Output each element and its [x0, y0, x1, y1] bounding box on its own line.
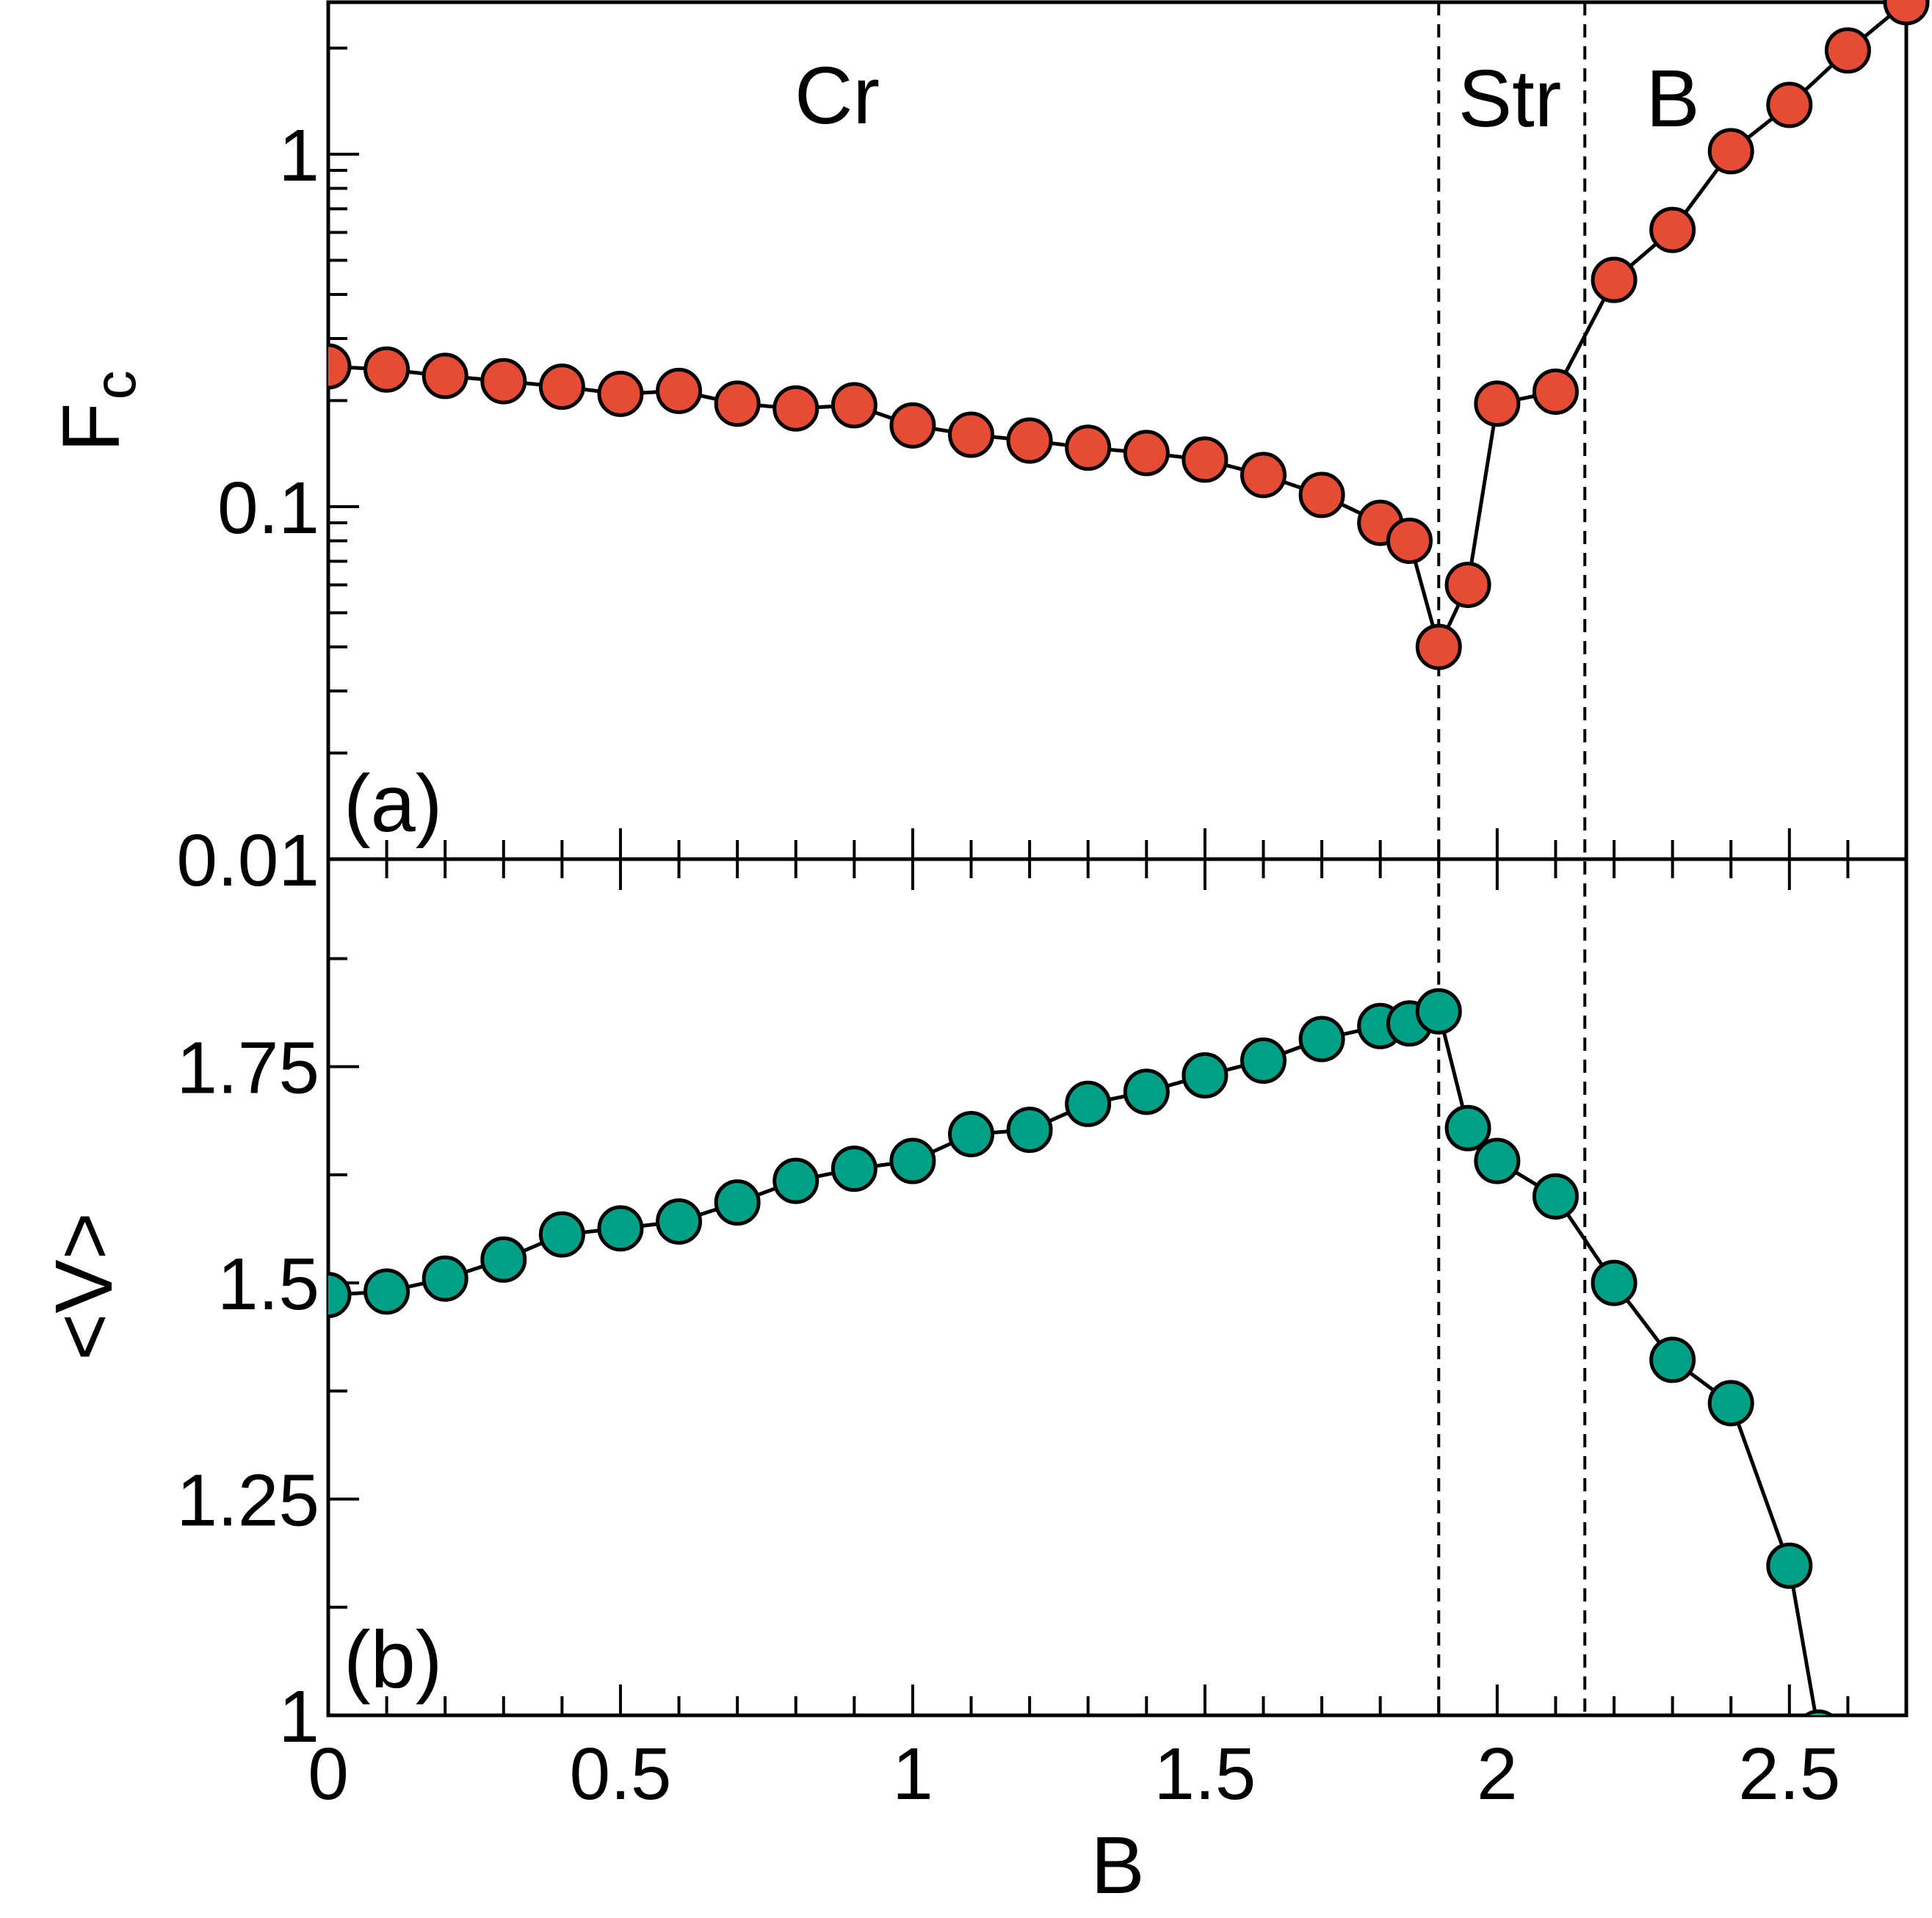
fc-point	[1065, 424, 1112, 471]
y-tick-label-b: 1.5	[217, 1243, 319, 1325]
y-tick-label-a: 1	[278, 115, 319, 197]
fc-point	[422, 352, 468, 399]
panel-label-a: (a)	[344, 759, 442, 849]
fc-point	[714, 380, 761, 427]
v-point	[1766, 1542, 1813, 1589]
v-point	[538, 1211, 585, 1258]
fc-point	[1649, 206, 1696, 253]
fc-point	[1240, 452, 1287, 499]
v-point	[656, 1198, 703, 1245]
v-point	[714, 1179, 761, 1226]
fc-point	[328, 343, 352, 390]
fc-point	[1006, 417, 1053, 464]
x-tick-label: 2.5	[1738, 1733, 1840, 1815]
fc-point	[889, 402, 936, 449]
fc-point	[1532, 368, 1579, 415]
x-tick-label: 1.5	[1154, 1733, 1256, 1815]
y-tick-label-b: 1.25	[176, 1460, 319, 1542]
v-point	[1123, 1068, 1170, 1115]
fc-point	[538, 363, 585, 410]
v-point	[1591, 1259, 1638, 1306]
fc-point	[1766, 82, 1813, 129]
x-tick-label: 0	[308, 1733, 349, 1815]
region-label-b: B	[1646, 54, 1699, 144]
fc-plot	[328, 0, 1930, 670]
series-fc	[328, 0, 1930, 670]
v-point	[1240, 1037, 1287, 1084]
y-tick-label-b: 1	[278, 1676, 319, 1758]
v-point	[1803, 1709, 1834, 1715]
v-point	[1707, 1380, 1754, 1427]
v-point	[597, 1205, 644, 1252]
fc-point	[1415, 623, 1462, 670]
v-point	[1474, 1137, 1521, 1184]
x-tick-label: 0.5	[569, 1733, 671, 1815]
panel-b-frame	[326, 857, 1909, 1718]
panel-label-b: (b)	[344, 1615, 442, 1705]
fc-point	[1591, 256, 1638, 303]
v-point	[773, 1157, 820, 1204]
fc-point	[656, 367, 703, 414]
fc-point	[480, 358, 527, 405]
x-tick-label: 2	[1477, 1733, 1518, 1815]
region-label-str: Str	[1458, 54, 1562, 144]
y-axis-title-a-sub: c	[82, 370, 148, 399]
v-point	[1298, 1016, 1345, 1063]
v-point	[1444, 1104, 1491, 1151]
y-tick-label-a: 0.01	[176, 819, 319, 902]
fc-point	[1444, 562, 1491, 609]
fc-point	[1298, 471, 1345, 518]
y-tick-label-a: 0.1	[217, 467, 319, 549]
v-point	[1065, 1080, 1112, 1127]
fc-point	[948, 411, 995, 458]
y-axis-title-a: Fc	[46, 370, 148, 452]
fc-point	[1182, 436, 1229, 483]
v-point	[422, 1255, 468, 1302]
fc-point	[1883, 0, 1930, 26]
fc-point	[1824, 27, 1871, 74]
v-point	[948, 1111, 995, 1158]
y-axis-title-a-main: F	[46, 402, 137, 452]
fc-point	[1474, 380, 1521, 427]
v-point	[1182, 1052, 1229, 1099]
fc-point	[773, 385, 820, 432]
v-plot	[328, 988, 1834, 1715]
fc-point	[831, 382, 878, 429]
v-point	[831, 1146, 878, 1193]
v-point	[480, 1236, 527, 1283]
y-axis-title-b: <V>	[39, 1212, 129, 1361]
v-point	[1006, 1107, 1053, 1154]
fc-point	[597, 370, 644, 417]
x-tick-label: 1	[892, 1733, 933, 1815]
series-v	[328, 988, 1834, 1715]
fc-point	[1707, 128, 1754, 175]
fc-point	[1386, 518, 1433, 565]
tick-marks	[327, 46, 1850, 1717]
v-point	[1532, 1173, 1579, 1220]
v-point	[889, 1137, 936, 1184]
y-tick-label-b: 1.75	[176, 1027, 319, 1110]
v-point	[363, 1268, 410, 1315]
fc-point	[363, 346, 410, 393]
region-label-cr: Cr	[795, 51, 880, 141]
x-axis-title: B	[1090, 1820, 1144, 1911]
tick-labels: 0 0.5 1 1.5 2 2.5 0.01 0.1 1 1 1.25 1.5 1.75	[176, 115, 1840, 1815]
v-point	[1415, 988, 1462, 1035]
v-point	[1649, 1336, 1696, 1383]
fc-point	[1123, 430, 1170, 477]
v-point	[328, 1272, 352, 1319]
